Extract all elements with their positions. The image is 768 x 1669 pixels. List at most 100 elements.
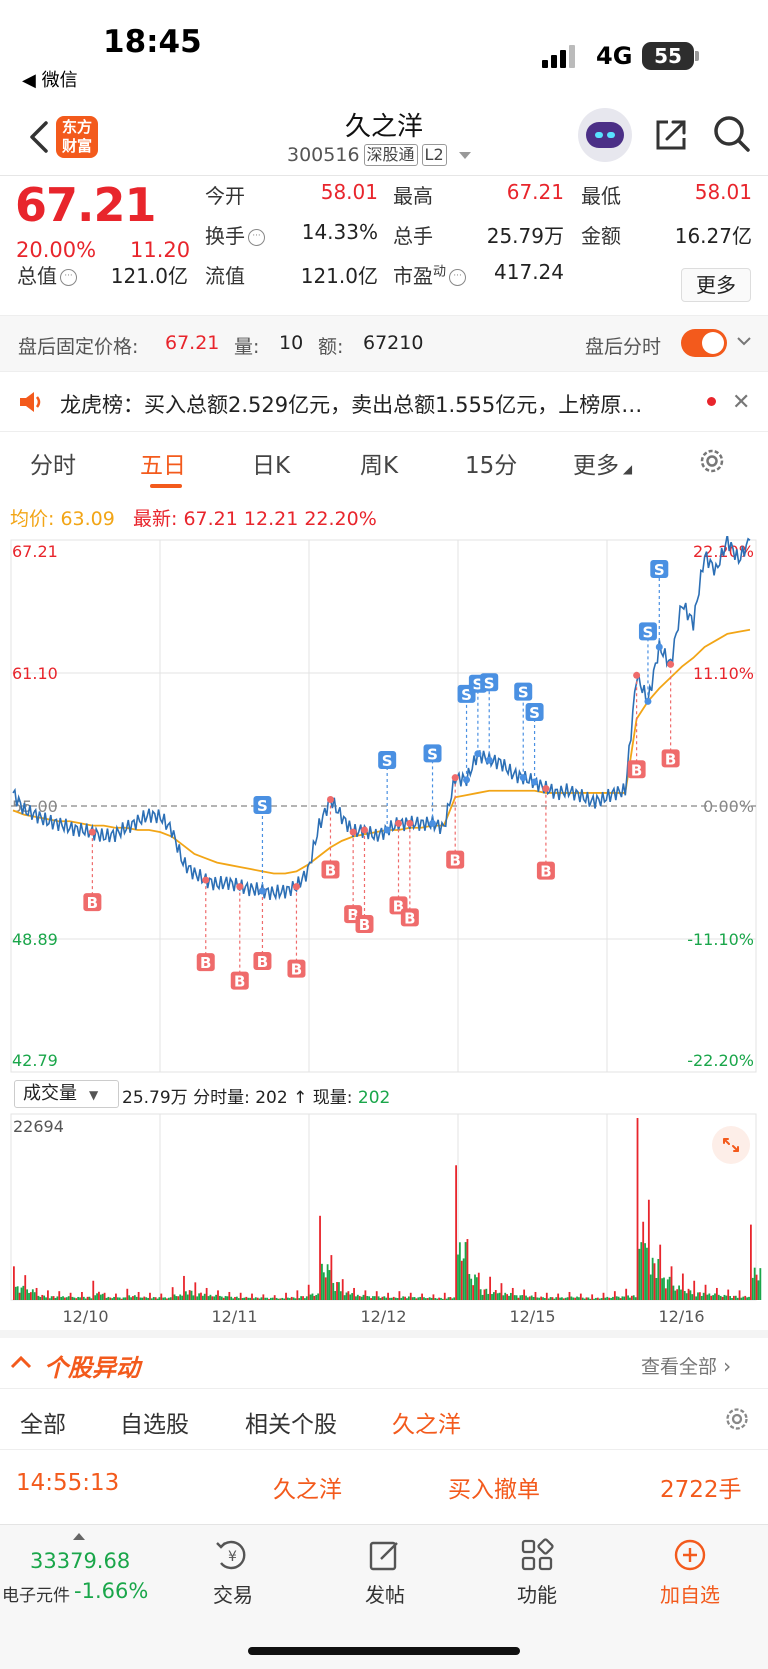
volume-bar [489, 1276, 492, 1300]
volume-bar [288, 1298, 291, 1300]
volume-bar [33, 1292, 36, 1300]
volume-bar [96, 1293, 98, 1300]
nav-trade[interactable]: ¥ 交易 [188, 1525, 278, 1608]
volume-bar [349, 1294, 352, 1300]
bottom-nav: 33379.68 电子元件 -1.66% ¥ 交易 发帖 功能 加自选 [0, 1524, 768, 1669]
volume-bar [264, 1297, 267, 1300]
notice-bar[interactable]: 龙虎榜：买入总额2.529亿元，卖出总额1.555亿元，上榜原… ✕ [0, 372, 768, 432]
volume-bar [697, 1292, 699, 1300]
tab-more[interactable]: 更多 ◢ [573, 453, 633, 479]
gear-icon[interactable] [723, 1405, 751, 1433]
volume-bar [655, 1277, 658, 1300]
volume-bar [576, 1296, 578, 1300]
volume-bar [604, 1297, 607, 1300]
close-icon[interactable]: ✕ [732, 390, 751, 415]
buy-marker-badge [446, 850, 465, 869]
index-value: 33379.68 [30, 1549, 131, 1573]
volume-bar [532, 1297, 535, 1300]
sell-marker-label: S [484, 674, 495, 692]
share-icon[interactable] [652, 116, 690, 154]
more-button[interactable]: 更多 [681, 268, 751, 302]
tab-weekly-k[interactable]: 周K [360, 453, 399, 479]
tab-daily-k[interactable]: 日K [252, 453, 291, 479]
volume-bar [525, 1295, 527, 1300]
volume-bar [251, 1293, 253, 1300]
subtab-related[interactable]: 相关个股 [245, 1412, 337, 1438]
volume-bar [464, 1242, 467, 1300]
chevron-down-icon[interactable] [737, 334, 751, 348]
volume-bar [90, 1298, 93, 1300]
volume-bar [657, 1258, 660, 1300]
tab-15min[interactable]: 15分 [465, 453, 518, 479]
after-hours-toggle[interactable] [681, 329, 727, 357]
volume-bar [20, 1287, 23, 1300]
volume-bar [738, 1290, 741, 1300]
volume-bar [732, 1295, 735, 1300]
volume-bar [137, 1291, 140, 1300]
volume-bar [734, 1295, 737, 1300]
volume-bar [203, 1293, 206, 1300]
avg-label: 均价: [10, 508, 55, 530]
back-arrow-icon[interactable] [24, 120, 54, 154]
volume-selector[interactable]: 成交量 ▼ [14, 1080, 119, 1108]
five-day-price-chart[interactable]: 67.21 22.20%61.10 11.10%55.00 0.00%48.89 -11… [0, 536, 768, 1076]
volume-bar [39, 1296, 42, 1300]
sell-marker-dot [429, 819, 437, 827]
nav-add-watchlist[interactable]: 加自选 [645, 1525, 735, 1608]
assistant-robot-icon[interactable] [578, 108, 632, 162]
nav-apps[interactable]: 功能 [492, 1525, 582, 1608]
tab-five-day[interactable]: 五日 [140, 453, 186, 479]
volume-bar [680, 1289, 682, 1300]
volume-bar [513, 1295, 516, 1300]
nav-post[interactable]: 发帖 [340, 1525, 430, 1608]
volume-bar [56, 1296, 59, 1300]
notice-text: 龙虎榜：买入总额2.529亿元，卖出总额1.555亿元，上榜原… [60, 393, 643, 417]
volume-bar [702, 1292, 705, 1300]
volume-bar [632, 1295, 635, 1300]
subtab-all[interactable]: 全部 [20, 1412, 66, 1438]
volume-bar [404, 1296, 406, 1300]
view-all-link[interactable]: 查看全部 › [641, 1354, 732, 1378]
volume-bar [447, 1297, 450, 1300]
chart-legend: 均价: 63.09 最新: 67.21 12.21 22.20% [10, 504, 377, 531]
volume-bar [13, 1266, 15, 1300]
tab-timeshare[interactable]: 分时 [30, 453, 76, 479]
movers-header: 个股异动 查看全部 › [0, 1330, 768, 1388]
volume-bar [54, 1297, 57, 1300]
volume-bar [28, 1292, 30, 1300]
volume-bar [132, 1296, 134, 1300]
buy-marker-badge [321, 860, 340, 879]
volume-bar [581, 1297, 584, 1300]
expand-icon[interactable] [712, 1126, 750, 1164]
subtab-this-stock[interactable]: 久之洋 [392, 1412, 461, 1438]
volume-bar [617, 1296, 620, 1300]
mover-row[interactable]: 14:55:13 久之洋 买入撤单 2722手 [0, 1450, 768, 1524]
volume-bar [477, 1272, 480, 1300]
volume-bar [593, 1298, 595, 1300]
volume-bar [600, 1298, 603, 1300]
market-cap-label[interactable]: 总值 ··· [17, 260, 77, 289]
chart-tabs: 分时 五日 日K 周K 15分 更多 ◢ [0, 432, 768, 492]
volume-bar [424, 1298, 427, 1300]
y-axis-tick-right: -22.20% [687, 1051, 754, 1070]
back-to-app-link[interactable]: ◀ 微信 [22, 70, 78, 91]
volume-bar [147, 1297, 149, 1300]
stock-code-row[interactable]: 300516 深股通 L2 [287, 144, 471, 166]
turnover-value: 14.33% [301, 220, 378, 244]
gear-icon[interactable] [697, 446, 727, 476]
volume-chart[interactable]: 22694 12/10 12/11 12/12 12/15 12/16 [0, 1110, 768, 1330]
volume-bar [676, 1289, 679, 1300]
subtab-watchlist[interactable]: 自选股 [120, 1412, 189, 1438]
collapse-chevron-icon[interactable] [10, 1354, 32, 1370]
volume-bar [642, 1221, 645, 1300]
pe-label[interactable]: 市盈动 ··· [393, 260, 467, 289]
turnover-label[interactable]: 换手 ··· [205, 220, 265, 249]
buy-marker-label: B [234, 973, 245, 991]
volume-max-label: 22694 [13, 1117, 64, 1136]
volume-bar [364, 1290, 367, 1300]
search-icon[interactable] [712, 114, 752, 154]
volume-bar [343, 1295, 346, 1300]
volume-bar [595, 1297, 597, 1300]
buy-marker-dot [202, 876, 210, 884]
volume-bar [383, 1296, 386, 1300]
